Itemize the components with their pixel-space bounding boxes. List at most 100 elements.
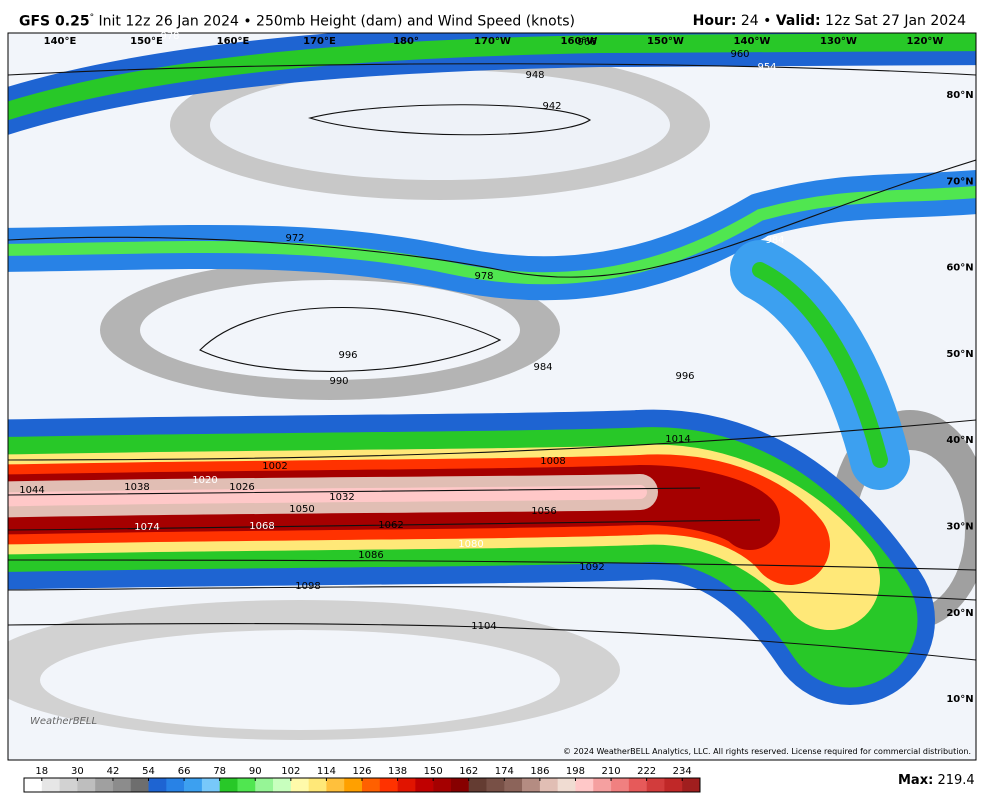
contour-label: 1050 <box>289 504 314 515</box>
colorbar-swatch <box>504 778 523 792</box>
contour-label: 966 <box>577 37 596 48</box>
colorbar-swatch <box>664 778 683 792</box>
max-label: Max: <box>898 773 933 788</box>
header: GFS 0.25° Init 12z 26 Jan 2024 • 250mb H… <box>0 0 984 32</box>
contour-label: 1080 <box>458 539 483 550</box>
colorbar-tick-label: 138 <box>388 766 407 777</box>
map-field <box>8 33 976 760</box>
colorbar-tick-label: 66 <box>178 766 191 777</box>
contour-label: 984 <box>765 235 784 246</box>
contour-label: 972 <box>285 233 304 244</box>
colorbar-swatch <box>290 778 309 792</box>
header-left: GFS 0.25° Init 12z 26 Jan 2024 • 250mb H… <box>19 13 575 30</box>
contour-label: 990 <box>329 376 348 387</box>
colorbar-swatch <box>148 778 167 792</box>
colorbar-tick-label: 234 <box>673 766 692 777</box>
colorbar-swatch <box>219 778 238 792</box>
latitude-label: 60°N <box>946 263 973 274</box>
longitude-label: 120°W <box>907 36 944 47</box>
colorbar-swatch <box>682 778 701 792</box>
colorbar-swatch <box>522 778 541 792</box>
contour-label: 948 <box>525 70 544 81</box>
colorbar-tick-label: 54 <box>142 766 155 777</box>
colorbar-tick-label: 30 <box>71 766 84 777</box>
colorbar-swatch <box>450 778 470 792</box>
colorbar-swatch <box>486 778 505 792</box>
colorbar-swatch <box>611 778 630 792</box>
contour-label: 942 <box>542 101 561 112</box>
hour-label: Hour: <box>692 13 737 29</box>
map-frame <box>7 32 977 761</box>
copyright: © 2024 WeatherBELL Analytics, LLC. All r… <box>563 747 971 756</box>
colorbar-swatch <box>362 778 381 792</box>
longitude-label: 140°E <box>44 36 77 47</box>
longitude-label: 150°E <box>130 36 163 47</box>
colorbar-swatch <box>557 778 576 792</box>
colorbar-tick-label: 222 <box>637 766 656 777</box>
contour-label: 1044 <box>19 485 44 496</box>
colorbar-swatch <box>77 778 96 792</box>
max-value: 219.4 <box>937 773 974 788</box>
latitude-label: 70°N <box>946 176 973 187</box>
latitude-label: 80°N <box>946 90 973 101</box>
colorbar-swatch <box>59 778 78 792</box>
colorbar-swatch <box>397 778 416 792</box>
colorbar-swatch <box>468 778 487 792</box>
contour-label: 1062 <box>378 520 403 531</box>
colorbar-swatch <box>24 778 43 792</box>
contour-label: 1008 <box>540 456 565 467</box>
longitude-label: 140°W <box>734 36 771 47</box>
contour-label: 1014 <box>665 434 690 445</box>
contour-label: 1086 <box>358 550 383 561</box>
colorbar-swatch <box>433 778 452 792</box>
colorbar-swatch <box>255 778 274 792</box>
colorbar-swatch <box>308 778 327 792</box>
colorbar-tick-label: 162 <box>459 766 478 777</box>
longitude-label: 180° <box>393 36 419 47</box>
colorbar-swatch <box>130 778 149 792</box>
colorbar-tick-label: 210 <box>602 766 621 777</box>
longitude-label: 160°W <box>561 36 598 47</box>
latitude-label: 30°N <box>946 522 973 533</box>
colorbar-swatch <box>344 778 363 792</box>
latitude-label: 20°N <box>946 608 973 619</box>
contour-label: 1020 <box>192 475 217 486</box>
colorbar-tick-label: 18 <box>35 766 48 777</box>
contour-label: 1032 <box>329 492 354 503</box>
contour-label: 1074 <box>134 522 159 533</box>
contour-label: 960 <box>730 49 749 60</box>
valid-label: Valid: <box>775 13 821 29</box>
contour-label: 978 <box>160 31 179 42</box>
contour-label: 1068 <box>249 521 274 532</box>
contour-label: 978 <box>474 271 493 282</box>
colorbar-swatch <box>201 778 220 792</box>
contour-label: 996 <box>675 371 694 382</box>
latitude-label: 40°N <box>946 435 973 446</box>
colorbar-tick-label: 42 <box>107 766 120 777</box>
colorbar-tick-label: 198 <box>566 766 585 777</box>
longitude-label: 170°E <box>303 36 336 47</box>
header-right: Hour: 24 • Valid: 12z Sat 27 Jan 2024 <box>693 13 966 29</box>
contour-label: 1098 <box>295 581 320 592</box>
colorbar-tick-label: 114 <box>317 766 336 777</box>
longitude-label: 170°W <box>474 36 511 47</box>
colorbar-tick-label: 126 <box>352 766 371 777</box>
logo: WeatherBELL <box>30 716 97 727</box>
contour-label: 954 <box>757 62 776 73</box>
colorbar-swatch <box>273 778 292 792</box>
colorbar-swatch <box>415 778 434 792</box>
colorbar: 18 30 42 54 66 78 90 102 114 126 138 150 162 174 186 19… <box>23 766 701 793</box>
colorbar-swatch <box>646 778 665 792</box>
colorbar-swatch <box>628 778 647 792</box>
labels: 140°E 150°E 160°E 170°E 180° 170°W 160°W 150°W 1… <box>19 31 973 705</box>
contour-label: 1104 <box>471 621 496 632</box>
longitude-label: 130°W <box>820 36 857 47</box>
colorbar-tick-label: 102 <box>281 766 300 777</box>
colorbar-swatch <box>539 778 558 792</box>
longitude-label: 160°E <box>217 36 250 47</box>
contour-label: 984 <box>533 362 552 373</box>
description: Init 12z 26 Jan 2024 • 250mb Height (dam… <box>98 13 575 30</box>
contour-label: 1026 <box>229 482 254 493</box>
